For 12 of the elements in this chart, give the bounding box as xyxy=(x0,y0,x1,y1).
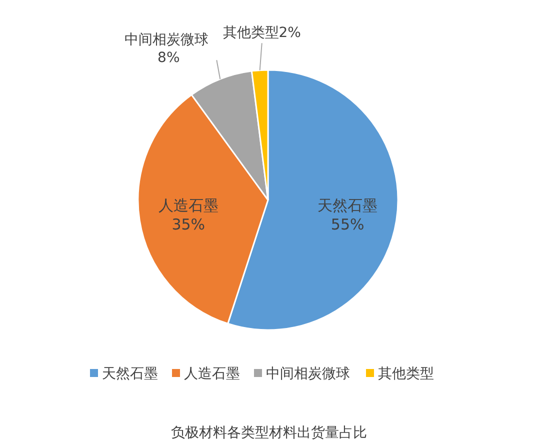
data-label: 55% xyxy=(330,216,364,234)
data-label: 8% xyxy=(158,50,180,66)
legend-label: 其他类型 xyxy=(378,366,434,382)
text: 负极材料各类型材料出货量占比 xyxy=(171,425,367,441)
slice-label: 中间相炭微球 xyxy=(124,32,209,48)
slice-label: 人造石墨 xyxy=(158,196,218,215)
legend-label: 中间相炭微球 xyxy=(266,366,350,382)
legend-label: 人造石墨 xyxy=(184,366,240,382)
data-label: 35% xyxy=(172,216,206,234)
legend-label: 天然石墨 xyxy=(102,366,158,382)
slice-label: 天然石墨 xyxy=(318,196,378,215)
category-label: 其他类型2% xyxy=(222,25,301,42)
